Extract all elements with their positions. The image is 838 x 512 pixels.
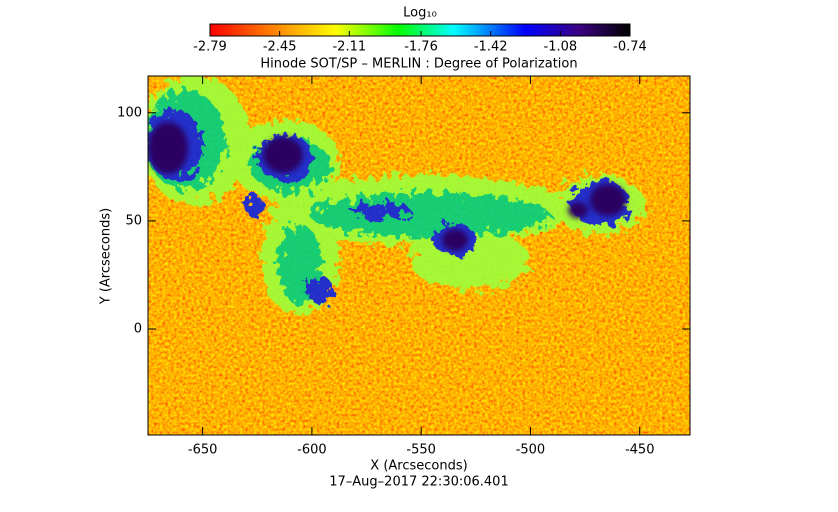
x-tick-label: -500 xyxy=(516,443,546,458)
colorbar-tick-label: -2.79 xyxy=(193,40,227,55)
footer-timestamp: 17–Aug–2017 22:30:06.401 xyxy=(329,475,508,490)
colorbar-tick-label: -1.42 xyxy=(474,40,508,55)
y-tick-label: 50 xyxy=(125,213,142,228)
x-tick-label: -450 xyxy=(625,443,655,458)
y-tick-label: 0 xyxy=(134,322,142,337)
y-axis-label: Y (Arcseconds) xyxy=(99,208,114,305)
sunspots xyxy=(148,122,626,251)
x-axis-label: X (Arcseconds) xyxy=(370,459,467,474)
colorbar-tick-label: -1.76 xyxy=(404,40,438,55)
colorbar-tick-label: -0.74 xyxy=(613,40,647,55)
colorbar-tick-label: -2.11 xyxy=(332,40,366,55)
x-tick-label: -550 xyxy=(406,443,436,458)
colorbar-tick-label: -1.08 xyxy=(544,40,578,55)
plot-frame xyxy=(147,75,691,436)
green-regions xyxy=(148,76,645,315)
colorbar xyxy=(209,23,631,37)
polarization-map xyxy=(148,76,690,435)
colorbar-label: Log₁₀ xyxy=(403,6,437,21)
x-tick-label: -650 xyxy=(188,443,218,458)
x-tick-label: -600 xyxy=(297,443,327,458)
y-tick-label: 100 xyxy=(117,105,142,120)
chart-title: Hinode SOT/SP – MERLIN : Degree of Polar… xyxy=(260,57,577,72)
colorbar-tick-label: -2.45 xyxy=(263,40,297,55)
